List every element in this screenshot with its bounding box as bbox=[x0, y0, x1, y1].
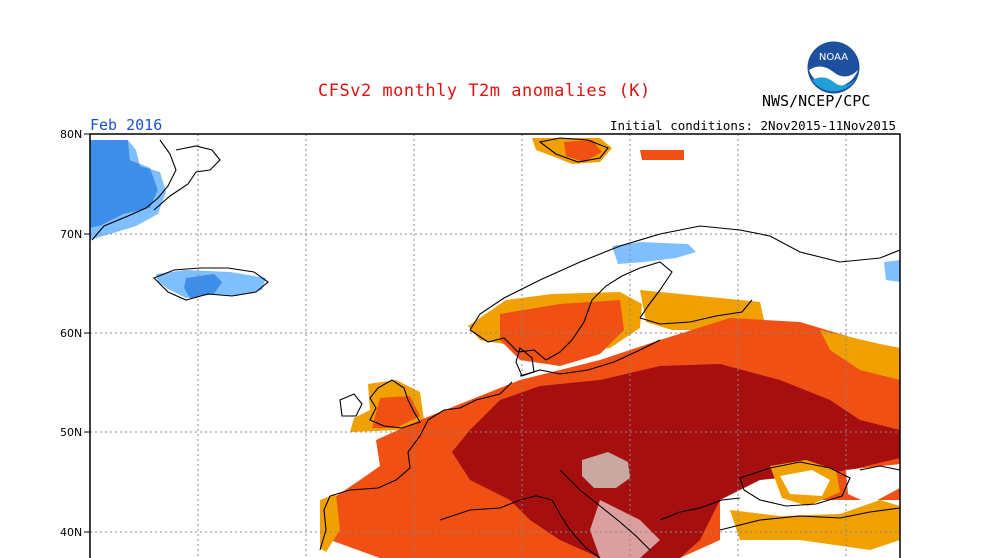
svg-text:NOAA: NOAA bbox=[819, 52, 848, 63]
coast-turkey bbox=[719, 507, 900, 531]
coast-scandinavia bbox=[469, 225, 900, 331]
ytick-label-40n: 40N bbox=[60, 526, 82, 539]
coastlines bbox=[91, 137, 900, 558]
agency-label: NWS/NCEP/CPC bbox=[762, 92, 871, 110]
grid-lines bbox=[90, 134, 900, 558]
coast-norway-south bbox=[469, 329, 573, 361]
coast-finland bbox=[639, 299, 753, 325]
chart-title: CFSv2 monthly T2m anomalies (K) bbox=[318, 81, 651, 101]
y-axis-labels: 80N 70N 60N 50N 40N bbox=[60, 128, 82, 539]
coast-ireland bbox=[339, 393, 363, 417]
anomaly-none-med bbox=[590, 500, 660, 558]
anomaly-cool-lapland bbox=[612, 242, 696, 264]
coast-black-sea bbox=[739, 461, 851, 507]
anomaly-none-blacksea bbox=[780, 470, 830, 496]
map-frame bbox=[89, 133, 901, 558]
anomaly-field bbox=[90, 138, 900, 558]
coast-med-north bbox=[439, 495, 601, 558]
noaa-logo-icon: NOAA bbox=[807, 41, 860, 94]
coast-baltic-south bbox=[519, 339, 661, 377]
coast-italy-east bbox=[559, 469, 651, 551]
anomaly-strong-central bbox=[452, 364, 900, 558]
anomaly-mild-east bbox=[820, 330, 900, 380]
y-ticks bbox=[84, 133, 90, 533]
anomaly-mild-turkey bbox=[730, 500, 900, 550]
anomaly-cool-greenland bbox=[90, 140, 166, 240]
ytick-label-80n: 80N bbox=[60, 128, 82, 141]
coast-balkans bbox=[659, 497, 741, 521]
coast-caspian bbox=[859, 465, 900, 471]
anomaly-warm-svalbard bbox=[564, 140, 602, 162]
coast-sweden-baltic bbox=[571, 261, 673, 341]
coast-uk bbox=[369, 379, 421, 429]
coast-biscay bbox=[329, 419, 429, 497]
anomaly-cool-ural bbox=[884, 260, 900, 282]
coast-denmark bbox=[515, 347, 535, 377]
anomaly-none-caspian bbox=[846, 464, 900, 504]
coast-greenland bbox=[91, 139, 177, 241]
coast-greenland-fjords bbox=[153, 145, 221, 211]
coast-iberia bbox=[319, 495, 331, 551]
coast-iceland bbox=[153, 267, 269, 301]
coast-svalbard bbox=[538, 137, 609, 163]
anomaly-cold-greenland bbox=[90, 140, 158, 228]
ytick-label-50n: 50N bbox=[60, 426, 82, 439]
anomaly-warm-uk bbox=[372, 396, 420, 428]
initial-conditions: Initial conditions: 2Nov2015-11Nov2015 bbox=[610, 118, 896, 133]
anomaly-extreme-alps bbox=[582, 452, 630, 488]
forecast-month: Feb 2016 bbox=[90, 116, 163, 134]
anomaly-cold-iceland bbox=[184, 274, 222, 298]
ytick-label-60n: 60N bbox=[60, 327, 82, 340]
anomaly-warm-nz bbox=[640, 150, 684, 160]
coast-france bbox=[427, 381, 513, 421]
ytick-label-70n: 70N bbox=[60, 228, 82, 241]
